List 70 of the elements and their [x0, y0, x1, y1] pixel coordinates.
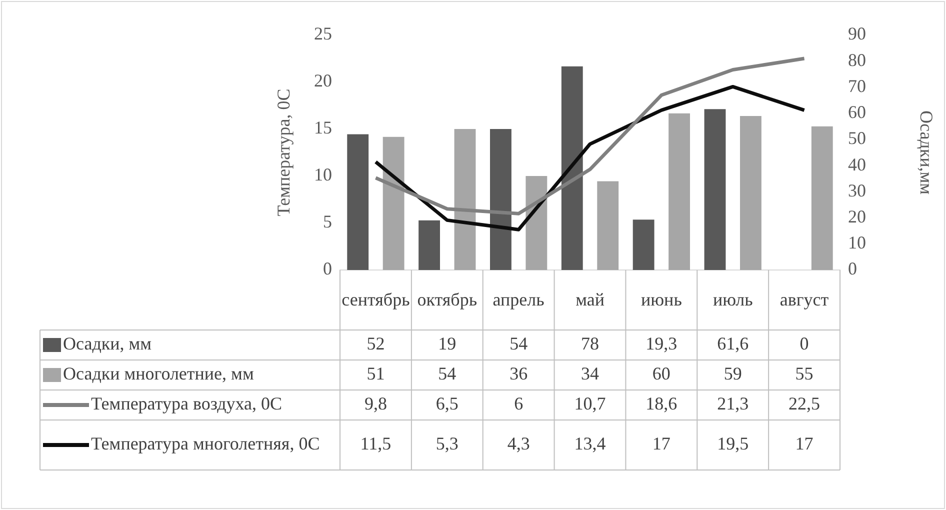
legend-label: Осадки многолетние, мм [63, 364, 254, 384]
bar [418, 220, 440, 270]
bar [668, 113, 690, 270]
x-tick-label: апрель [492, 290, 544, 310]
data-label: 34 [581, 364, 599, 384]
bar [561, 66, 583, 270]
y2-tick-label: 60 [848, 102, 866, 122]
y2-tick-label: 20 [848, 206, 866, 227]
data-label: 54 [510, 334, 528, 354]
bar [704, 109, 726, 270]
data-label: 5,3 [436, 434, 458, 454]
data-label: 4,3 [507, 434, 530, 454]
data-label: 54 [438, 364, 456, 384]
y2-axis-title: Осадки,мм [916, 110, 936, 195]
data-label: 19,5 [717, 434, 749, 454]
data-label: 17 [795, 434, 814, 454]
x-tick-label: октябрь [417, 290, 478, 310]
y2-tick-label: 50 [848, 128, 866, 148]
y2-tick-label: 70 [848, 76, 866, 96]
data-label: 19 [438, 334, 456, 354]
y-tick-label: 0 [323, 258, 332, 279]
data-label: 6,5 [436, 394, 458, 414]
data-label: 52 [366, 334, 385, 354]
y-tick-label: 5 [323, 212, 332, 232]
data-label: 60 [652, 364, 670, 384]
y2-tick-label: 80 [848, 50, 866, 70]
data-label: 51 [366, 364, 385, 384]
data-label: 13,4 [574, 434, 606, 454]
y-tick-label: 10 [314, 164, 332, 185]
data-label: 55 [795, 364, 814, 384]
y2-tick-label: 10 [848, 232, 866, 253]
data-label: 0 [800, 334, 809, 354]
y-tick-label: 15 [314, 118, 332, 138]
data-label: 22,5 [788, 394, 820, 414]
data-label: 11,5 [360, 434, 392, 454]
bar [740, 116, 762, 270]
bar [811, 126, 833, 270]
y-axis-title: Температура, 0С [274, 88, 294, 216]
data-label: 21,3 [717, 394, 749, 414]
legend-label: Осадки, мм [63, 334, 152, 354]
bar [382, 136, 404, 270]
data-label: 19,3 [646, 334, 678, 354]
data-label: 61,6 [717, 334, 749, 354]
legend-label: Температура многолетняя, 0С [91, 434, 320, 454]
bar [347, 134, 369, 270]
bar [632, 220, 654, 270]
bar [597, 181, 619, 270]
bar [490, 129, 512, 270]
data-label: 17 [652, 434, 670, 454]
data-label: 10,7 [574, 394, 606, 414]
y2-tick-label: 40 [848, 154, 866, 174]
data-label: 9,8 [364, 394, 387, 414]
legend-label: Температура воздуха, 0С [91, 394, 282, 414]
data-label: 6 [514, 394, 524, 414]
data-label: 36 [510, 364, 528, 384]
data-label: 78 [581, 334, 599, 354]
x-tick-label: июнь [640, 290, 682, 310]
x-tick-label: июль [712, 290, 753, 310]
y-tick-label: 20 [314, 70, 332, 91]
bar [526, 176, 548, 270]
bar [454, 129, 476, 270]
y2-tick-label: 30 [848, 180, 866, 200]
y-tick-label: 25 [314, 24, 332, 44]
x-tick-label: август [780, 290, 829, 310]
x-tick-label: сентябрь [342, 290, 410, 310]
y2-tick-label: 90 [848, 24, 866, 44]
data-label: 59 [724, 364, 742, 384]
x-tick-label: май [576, 290, 605, 310]
data-label: 18,6 [646, 394, 678, 414]
y2-tick-label: 0 [848, 258, 857, 279]
